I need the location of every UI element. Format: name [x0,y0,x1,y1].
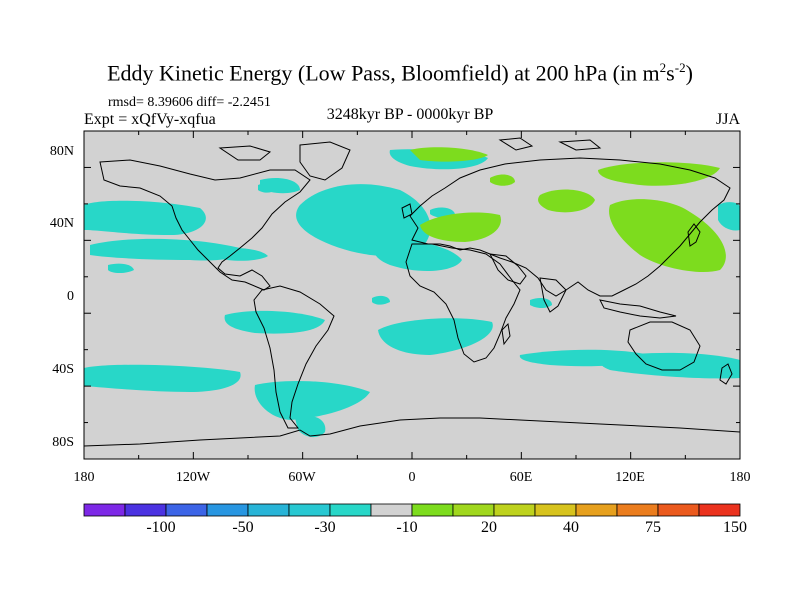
lon-label-0: 0 [408,470,416,485]
lon-label-180w: 180 [73,470,95,485]
colorbar-swatch [452,503,495,517]
coast-new-zealand [719,363,733,385]
coast-south-america [253,285,335,429]
colorbar-label: -10 [396,519,418,536]
neg-region-canada [258,183,276,193]
period-label: 3248kyr BP - 0000kyr BP [326,106,494,123]
coast-greenland [299,141,351,181]
colorbar-swatch [165,503,208,517]
colorbar-label: -100 [146,519,176,536]
colorbar-swatch [698,503,741,517]
lon-label-120w: 120W [175,470,211,485]
colorbar-swatch [206,503,249,517]
pos-region-west-asia [538,189,595,213]
colorbar-swatch [575,503,618,517]
anomaly-fields [84,147,740,438]
lat-label-40s: 40S [52,362,74,377]
experiment-label: Expt = xQfVy-xqfua [84,111,216,128]
colorbar-label: 40 [563,519,579,536]
colorbar-label: -30 [314,519,336,536]
neg-region-atlantic-tongue [374,239,462,272]
coast-india [539,277,567,313]
pos-region-arctic-asia [490,174,515,186]
lat-label-40n: 40N [49,216,74,231]
neg-region-east-pacific-north [718,202,740,231]
coast-indonesia [599,299,677,319]
neg-region-southern-ocean-atlantic [254,380,370,420]
lat-label-80s: 80S [52,435,74,450]
colorbar-swatch [493,503,536,517]
colorbar-swatch [329,503,372,517]
coast-antarctica [84,417,740,447]
lon-label-120e: 120E [615,470,645,485]
colorbar-label: 20 [481,519,497,536]
colorbar-swatch [247,503,290,517]
coast-arctic-islands [218,137,602,161]
colorbar [83,503,741,517]
pos-region-europe [420,212,501,242]
coast-africa [405,243,521,363]
pos-region-east-asia [609,199,726,273]
coast-eurasia [409,157,731,297]
coastlines [84,137,740,447]
lon-label-60e: 60E [509,470,533,485]
colorbar-swatch [83,503,126,517]
coast-arabia [489,253,527,285]
coast-madagascar [501,322,511,346]
neg-region-arabia [372,295,390,305]
colorbar-swatch [411,503,454,517]
neg-region-north-pacific [84,200,206,235]
coast-australia [627,321,701,371]
season-label: JJA [715,111,740,128]
plot-title: Eddy Kinetic Energy (Low Pass, Bloomfiel… [107,60,693,86]
colorbar-swatch [657,503,700,517]
colorbar-swatch [124,503,167,517]
colorbar-swatch [534,503,577,517]
colorbar-swatch [288,503,331,517]
coast-uk [401,203,413,219]
neg-region-north-atlantic [296,184,431,257]
colorbar-label: 75 [645,519,661,536]
axis-ticks [83,130,741,460]
lat-label-80n: 80N [49,144,74,159]
coast-japan [687,223,701,247]
neg-region-south-atlantic [378,318,493,355]
map-background [84,131,740,459]
coast-north-america [99,159,311,291]
colorbar-label: 150 [723,519,747,536]
neg-region-southern-ocean-west [84,364,241,392]
lon-label-180e: 180 [729,470,751,485]
neg-region-pacific-small [108,263,134,273]
neg-region-southern-pacific [224,310,325,334]
neg-region-australia-south [599,352,740,379]
colorbar-label: -50 [232,519,254,536]
pos-region-siberia [598,162,720,186]
lon-label-60w: 60W [288,470,316,485]
stats-label: rmsd= 8.39606 diff= -2.2451 [108,95,271,110]
colorbar-swatch [616,503,659,517]
lat-label-0: 0 [67,289,74,304]
colorbar-swatch [370,503,413,517]
pos-region-north-atlantic-small [410,147,488,162]
